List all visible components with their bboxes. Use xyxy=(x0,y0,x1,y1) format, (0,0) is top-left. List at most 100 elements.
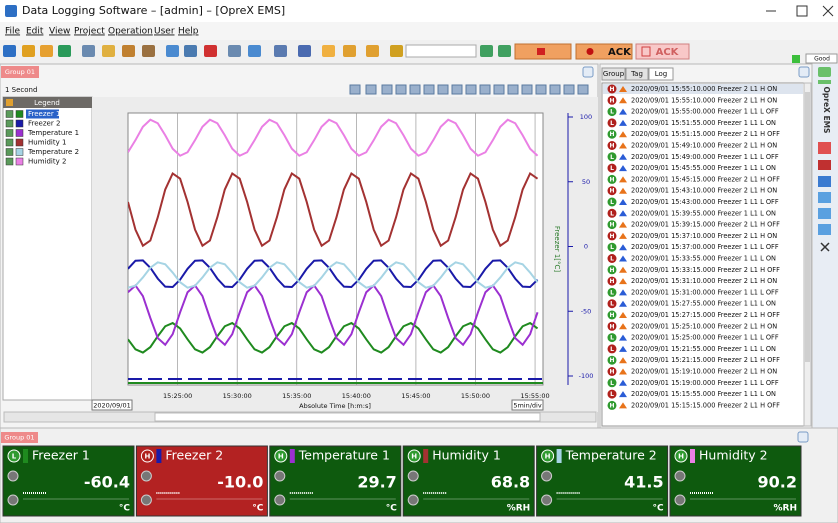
log-entry[interactable]: 2020/09/01 15:45:15.000 Freezer 2 L1 H O… xyxy=(631,175,780,183)
log-entry[interactable]: 2020/09/01 15:19:00.000 Freezer 1 L1 L O… xyxy=(631,379,779,387)
menu-item[interactable]: Project xyxy=(74,27,105,37)
log-tab[interactable] xyxy=(625,67,649,81)
log-entry[interactable]: 2020/09/01 15:49:10.000 Freezer 2 L1 H O… xyxy=(631,142,777,150)
sidebar-button[interactable] xyxy=(818,224,831,235)
legend-checkbox[interactable] xyxy=(5,138,14,147)
log-entry[interactable]: 2020/09/01 15:51:15.000 Freezer 2 L1 H O… xyxy=(631,130,780,138)
trend-tab[interactable] xyxy=(1,66,39,78)
close-button[interactable] xyxy=(822,5,834,17)
log-entry[interactable]: 2020/09/01 15:49:00.000 Freezer 1 L1 L O… xyxy=(631,153,779,161)
maximize-button[interactable] xyxy=(796,5,808,17)
log-tab-label[interactable]: Tag xyxy=(630,70,643,78)
log-entry[interactable]: 2020/09/01 15:55:10.000 Freezer 2 L1 H O… xyxy=(631,85,777,93)
legend-label[interactable]: Freezer 2 xyxy=(28,120,60,128)
chart-tool-button[interactable] xyxy=(451,84,463,95)
legend-label[interactable]: Temperature 2 xyxy=(27,148,79,156)
log-entry[interactable]: 2020/09/01 15:19:10.000 Freezer 2 L1 H O… xyxy=(631,368,777,376)
tool-button[interactable] xyxy=(184,45,197,57)
log-entry[interactable]: 2020/09/01 15:21:55.000 Freezer 1 L1 L O… xyxy=(631,345,776,353)
chart-tool-button[interactable] xyxy=(577,84,589,95)
log-entry[interactable]: 2020/09/01 15:15:55.000 Freezer 1 L1 L O… xyxy=(631,390,776,398)
legend-label[interactable]: Humidity 1 xyxy=(28,139,66,147)
tool-button[interactable] xyxy=(82,45,95,57)
chart-tool-button[interactable] xyxy=(563,84,575,95)
log-tab[interactable] xyxy=(601,67,626,81)
log-tab[interactable] xyxy=(648,67,674,81)
menu-item[interactable]: Help xyxy=(178,27,199,37)
menu-item[interactable]: File xyxy=(5,27,21,37)
log-entry[interactable]: 2020/09/01 15:25:00.000 Freezer 1 L1 L O… xyxy=(631,334,779,342)
sidebar-button[interactable] xyxy=(818,176,831,187)
tool-button[interactable] xyxy=(228,45,241,57)
chart-tool-button[interactable] xyxy=(395,84,407,95)
tool-button[interactable] xyxy=(248,45,261,57)
log-entry[interactable]: 2020/09/01 15:39:55.000 Freezer 1 L1 L O… xyxy=(631,209,776,217)
chart-tool-button[interactable] xyxy=(423,84,435,95)
log-entry[interactable]: 2020/09/01 15:55:10.000 Freezer 2 L1 H O… xyxy=(631,96,777,104)
log-entry[interactable]: 2020/09/01 15:31:10.000 Freezer 2 L1 H O… xyxy=(631,277,777,285)
legend-checkbox[interactable] xyxy=(5,119,14,128)
log-entry[interactable]: 2020/09/01 15:27:55.000 Freezer 1 L1 L O… xyxy=(631,300,776,308)
chart-tool-button[interactable] xyxy=(507,84,519,95)
tool-button[interactable] xyxy=(498,45,511,57)
log-tab-label[interactable]: Group xyxy=(603,70,625,78)
tool-button[interactable] xyxy=(274,45,287,57)
log-entry[interactable]: 2020/09/01 15:37:10.000 Freezer 2 L1 H O… xyxy=(631,232,777,240)
menu-item[interactable]: View xyxy=(49,27,70,37)
legend-label[interactable]: Temperature 1 xyxy=(27,129,79,137)
chart-tool-button[interactable] xyxy=(549,84,561,95)
log-entry[interactable]: 2020/09/01 15:33:55.000 Freezer 1 L1 L O… xyxy=(631,255,776,263)
log-entry[interactable]: 2020/09/01 15:43:10.000 Freezer 2 L1 H O… xyxy=(631,187,777,195)
log-entry[interactable]: 2020/09/01 15:21:15.000 Freezer 2 L1 H O… xyxy=(631,356,780,364)
chart-tool-button[interactable] xyxy=(365,84,377,95)
chart-tool-button[interactable] xyxy=(465,84,477,95)
chart-tool-button[interactable] xyxy=(381,84,393,95)
tool-button[interactable] xyxy=(58,45,71,57)
tool-button[interactable] xyxy=(122,45,135,57)
panel-button[interactable] xyxy=(582,66,594,78)
log-entry[interactable]: 2020/09/01 15:39:15.000 Freezer 2 L1 H O… xyxy=(631,221,780,229)
chart-tool-button[interactable] xyxy=(535,84,547,95)
sidebar-button[interactable] xyxy=(818,208,831,219)
panel-tab[interactable] xyxy=(1,432,38,443)
sidebar-close[interactable] xyxy=(820,242,830,252)
legend-label[interactable]: Humidity 2 xyxy=(28,158,66,166)
tool-button[interactable] xyxy=(3,45,16,57)
menu-item[interactable]: Edit xyxy=(26,27,44,37)
tool-button[interactable] xyxy=(166,45,179,57)
tool-button[interactable] xyxy=(40,45,53,57)
log-entry[interactable]: 2020/09/01 15:37:00.000 Freezer 1 L1 L O… xyxy=(631,243,779,251)
log-entry[interactable]: 2020/09/01 15:15:15.000 Freezer 2 L1 H O… xyxy=(631,401,780,409)
legend-checkbox[interactable] xyxy=(5,157,14,166)
legend-checkbox[interactable] xyxy=(5,110,14,118)
menu-item[interactable]: User xyxy=(154,27,175,37)
sidebar-button[interactable] xyxy=(818,80,831,84)
legend-label[interactable]: Freezer 1 xyxy=(28,110,60,118)
tool-button[interactable] xyxy=(366,45,379,57)
legend-checkbox[interactable] xyxy=(5,129,14,137)
tool-button[interactable] xyxy=(298,45,311,57)
log-tab-label[interactable]: Log xyxy=(655,70,668,78)
log-entry[interactable]: 2020/09/01 15:33:15.000 Freezer 2 L1 H O… xyxy=(631,266,780,274)
log-entry[interactable]: 2020/09/01 15:25:10.000 Freezer 2 L1 H O… xyxy=(631,322,777,330)
tool-button[interactable] xyxy=(22,45,35,57)
chart-tool-button[interactable] xyxy=(349,84,361,95)
log-entry[interactable]: 2020/09/01 15:43:00.000 Freezer 1 L1 L O… xyxy=(631,198,779,206)
legend-checkbox[interactable] xyxy=(5,148,14,156)
tool-button[interactable] xyxy=(480,45,493,57)
chart-tool-button[interactable] xyxy=(409,84,421,95)
chart-tool-button[interactable] xyxy=(493,84,505,95)
log-entry[interactable]: 2020/09/01 15:27:15.000 Freezer 2 L1 H O… xyxy=(631,311,780,319)
tool-button[interactable] xyxy=(343,45,356,57)
panel-button[interactable] xyxy=(798,66,810,78)
log-entry[interactable]: 2020/09/01 15:45:55.000 Freezer 1 L1 L O… xyxy=(631,164,776,172)
tool-button[interactable] xyxy=(142,45,155,57)
tool-button[interactable] xyxy=(322,45,335,57)
chart-tool-button[interactable] xyxy=(437,84,449,95)
sidebar-button[interactable] xyxy=(818,67,831,77)
sidebar-button[interactable] xyxy=(818,160,831,170)
sidebar-button[interactable] xyxy=(818,192,831,203)
log-entry[interactable]: 2020/09/01 15:51:55.000 Freezer 1 L1 L O… xyxy=(631,119,776,127)
tool-button[interactable] xyxy=(102,45,115,57)
ack-all-button[interactable] xyxy=(635,43,690,60)
